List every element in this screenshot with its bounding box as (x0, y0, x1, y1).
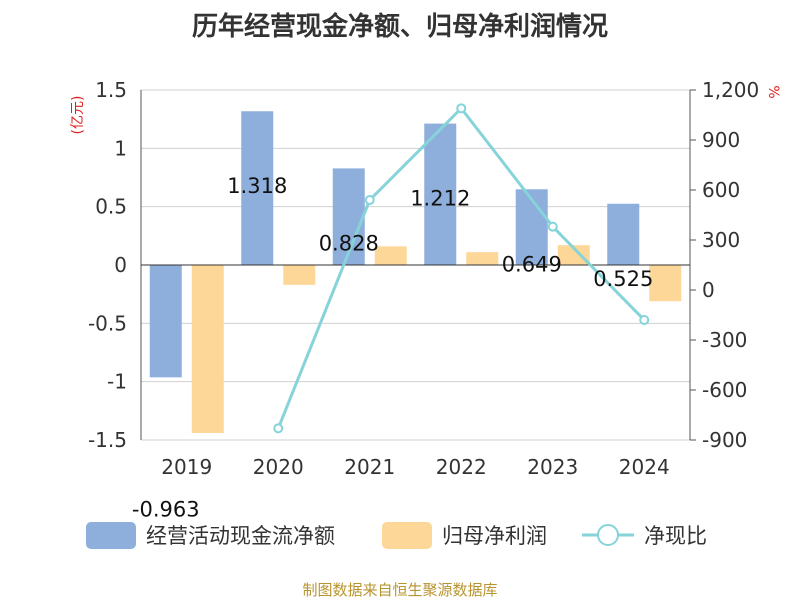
x-tick-label: 2019 (161, 455, 212, 479)
x-tick-label: 2022 (436, 455, 487, 479)
cash-flow-bar (149, 265, 182, 378)
y-left-tick-label: -1.5 (88, 428, 127, 452)
axes: 1.5 1 0.5 0 -0.5 -1 -1.5 1,200 900 600 300 0 -300 -60… (70, 78, 781, 479)
net-profit-bar (283, 265, 316, 285)
y-right-tick-label: 900 (702, 128, 740, 152)
cash-flow-bar (241, 111, 274, 265)
ratio-point (456, 103, 467, 114)
cash-flow-value-label: 0.828 (319, 231, 379, 255)
y-right-tick-label: -300 (702, 328, 747, 352)
y-left-tick-label: 1.5 (95, 78, 127, 102)
y-right-tick-label: 600 (702, 178, 740, 202)
ratio-point (639, 315, 650, 325)
y-left-tick-label: 0 (114, 253, 127, 277)
data-labels: -0.963 1.318 0.828 1.212 0.649 0.525 (132, 174, 653, 521)
x-tick-label: 2024 (619, 455, 670, 479)
cash-flow-value-label: -0.963 (132, 497, 200, 521)
ratio-line-series (273, 103, 650, 434)
x-tick-label: 2020 (253, 455, 304, 479)
net-profit-bar (557, 245, 590, 265)
y-right-tick-label: -600 (702, 378, 747, 402)
y-left-tick-label: 0.5 (95, 195, 127, 219)
cash-flow-bar (424, 123, 457, 265)
y-right-tick-label: -900 (702, 428, 747, 452)
ratio-point (364, 195, 375, 205)
ratio-point (273, 423, 284, 434)
bar-series (149, 111, 682, 433)
y-right-tick-label: 0 (702, 278, 715, 302)
legend: 经营活动现金流净额 归母净利润 净现比 (86, 522, 707, 549)
y-right-axis-label: % (765, 85, 781, 98)
cash-flow-value-label: 1.318 (227, 174, 287, 198)
legend-label-cash-flow: 经营活动现金流净额 (146, 524, 335, 548)
net-profit-bar (649, 265, 682, 302)
cash-flow-value-label: 0.525 (593, 267, 653, 291)
legend-swatch-net-profit (382, 522, 432, 549)
net-profit-bar (191, 265, 224, 433)
legend-swatch-ratio-marker (597, 524, 619, 546)
x-tick-label: 2023 (527, 455, 578, 479)
y-right-tick-label: 1,200 (702, 78, 759, 102)
net-profit-bar (374, 246, 407, 265)
legend-label-ratio: 净现比 (644, 524, 707, 548)
legend-swatch-cash-flow (86, 522, 136, 549)
cash-flow-bar (607, 203, 640, 265)
y-right-tick-label: 300 (702, 228, 740, 252)
cash-flow-value-label: 0.649 (502, 252, 562, 276)
x-tick-label: 2021 (344, 455, 395, 479)
ratio-point (547, 221, 558, 232)
ratio-line (276, 106, 646, 429)
y-left-axis-label: (亿元) (70, 96, 86, 135)
y-left-tick-label: -1 (107, 370, 127, 394)
chart-title: 历年经营现金净额、归母净利润情况 (191, 12, 608, 42)
cash-flow-value-label: 1.212 (410, 187, 470, 211)
y-left-tick-label: -0.5 (88, 311, 127, 335)
data-source-note: 制图数据来自恒生聚源数据库 (302, 581, 498, 599)
net-profit-bar (466, 252, 499, 265)
legend-label-net-profit: 归母净利润 (442, 524, 547, 548)
y-left-tick-label: 1 (114, 136, 127, 160)
